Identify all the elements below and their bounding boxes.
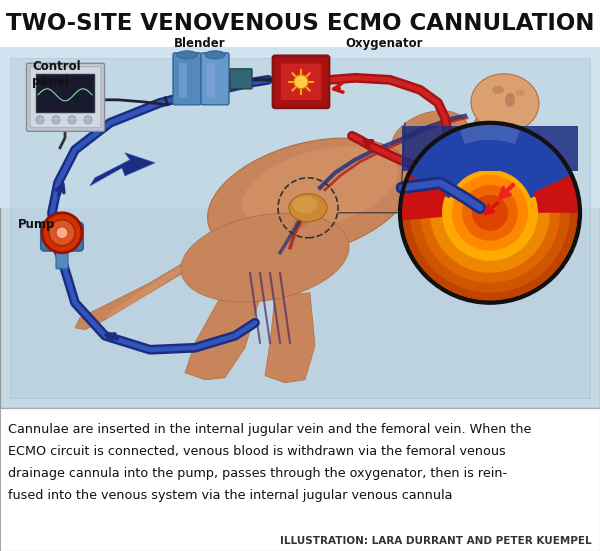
Text: ILLUSTRATION: LARA DURRANT AND PETER KUEMPEL: ILLUSTRATION: LARA DURRANT AND PETER KUE… [280, 536, 592, 546]
Wedge shape [533, 176, 578, 213]
Circle shape [452, 175, 528, 251]
Circle shape [294, 75, 308, 89]
Circle shape [42, 213, 82, 253]
Ellipse shape [294, 218, 306, 227]
Circle shape [472, 195, 508, 231]
Circle shape [56, 227, 68, 239]
Polygon shape [75, 228, 250, 329]
Polygon shape [470, 108, 500, 138]
Text: Blender: Blender [174, 37, 226, 50]
Bar [207, 63, 215, 98]
FancyBboxPatch shape [10, 58, 590, 398]
Polygon shape [265, 293, 315, 383]
Circle shape [84, 116, 92, 124]
Circle shape [52, 116, 60, 124]
Ellipse shape [391, 111, 469, 165]
FancyBboxPatch shape [273, 56, 329, 108]
Text: ECMO circuit is connected, venous blood is withdrawn via the femoral venous: ECMO circuit is connected, venous blood … [8, 445, 506, 458]
Circle shape [430, 153, 550, 273]
Circle shape [400, 123, 580, 302]
Text: Oxygenator: Oxygenator [345, 37, 422, 50]
FancyBboxPatch shape [280, 63, 322, 101]
Bar [402, 126, 578, 171]
Circle shape [420, 143, 560, 283]
Circle shape [402, 125, 578, 301]
Ellipse shape [181, 213, 349, 302]
Circle shape [462, 185, 518, 241]
Wedge shape [460, 125, 520, 144]
Circle shape [442, 165, 538, 261]
Bar [179, 63, 187, 98]
Ellipse shape [208, 138, 412, 257]
FancyBboxPatch shape [30, 67, 101, 128]
FancyBboxPatch shape [41, 223, 83, 251]
Ellipse shape [242, 146, 398, 230]
Wedge shape [402, 176, 446, 220]
FancyBboxPatch shape [173, 53, 201, 105]
FancyBboxPatch shape [230, 69, 252, 89]
Ellipse shape [177, 51, 197, 59]
Bar [0, 47, 600, 208]
Polygon shape [105, 230, 242, 319]
Ellipse shape [205, 51, 225, 59]
Ellipse shape [289, 194, 327, 222]
Text: fused into the venous system via the internal jugular venous cannula: fused into the venous system via the int… [8, 489, 452, 502]
Circle shape [49, 220, 75, 246]
FancyBboxPatch shape [201, 53, 229, 105]
FancyBboxPatch shape [26, 63, 104, 131]
Ellipse shape [471, 74, 539, 132]
Polygon shape [90, 153, 155, 186]
Circle shape [410, 133, 570, 293]
FancyBboxPatch shape [56, 247, 68, 269]
Ellipse shape [515, 89, 525, 96]
Text: Control
panel: Control panel [32, 60, 80, 88]
Text: TWO-SITE VENOVENOUS ECMO CANNULATION: TWO-SITE VENOVENOUS ECMO CANNULATION [6, 12, 594, 35]
Text: Cannulae are inserted in the internal jugular vein and the femoral vein. When th: Cannulae are inserted in the internal ju… [8, 423, 532, 436]
Ellipse shape [293, 196, 317, 213]
Ellipse shape [505, 93, 515, 107]
Circle shape [68, 116, 76, 124]
Polygon shape [185, 298, 260, 380]
FancyBboxPatch shape [36, 74, 94, 112]
Circle shape [36, 116, 44, 124]
Wedge shape [407, 125, 572, 198]
Text: drainage cannula into the pump, passes through the oxygenator, then is rein-: drainage cannula into the pump, passes t… [8, 467, 507, 480]
Ellipse shape [492, 86, 504, 94]
Text: Pump: Pump [18, 218, 55, 231]
